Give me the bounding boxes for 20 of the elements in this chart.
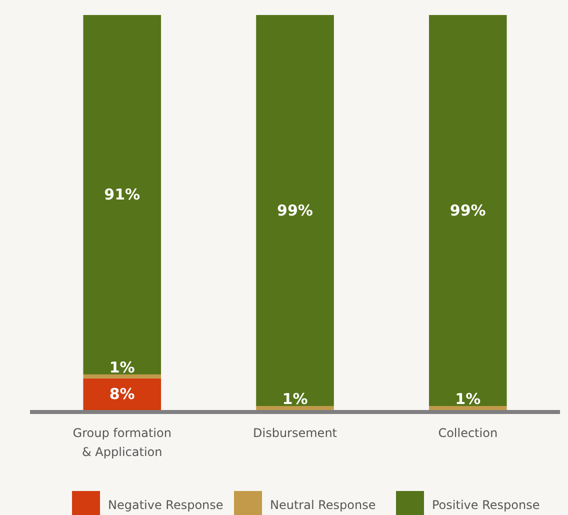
data-label: 91% (104, 186, 140, 204)
data-label: 99% (277, 202, 313, 220)
bar (428, 15, 507, 406)
legend-label: Neutral Response (270, 498, 376, 512)
bar (83, 374, 162, 378)
bar (428, 406, 507, 410)
bar (256, 15, 334, 406)
data-label: 1% (282, 390, 308, 408)
data-label: 1% (109, 358, 135, 376)
bar (83, 15, 162, 374)
data-label: 99% (450, 202, 486, 220)
x-tick-label: Collection (438, 426, 498, 440)
data-label: 8% (109, 385, 135, 404)
legend-label: Negative Response (108, 498, 224, 512)
bar (83, 378, 162, 410)
x-tick-label: Group formation & Application (72, 426, 172, 459)
legend-label: Positive Response (432, 498, 540, 512)
data-label: 1% (455, 390, 481, 408)
bar (256, 406, 334, 410)
x-tick-label: Disbursement (253, 426, 338, 440)
